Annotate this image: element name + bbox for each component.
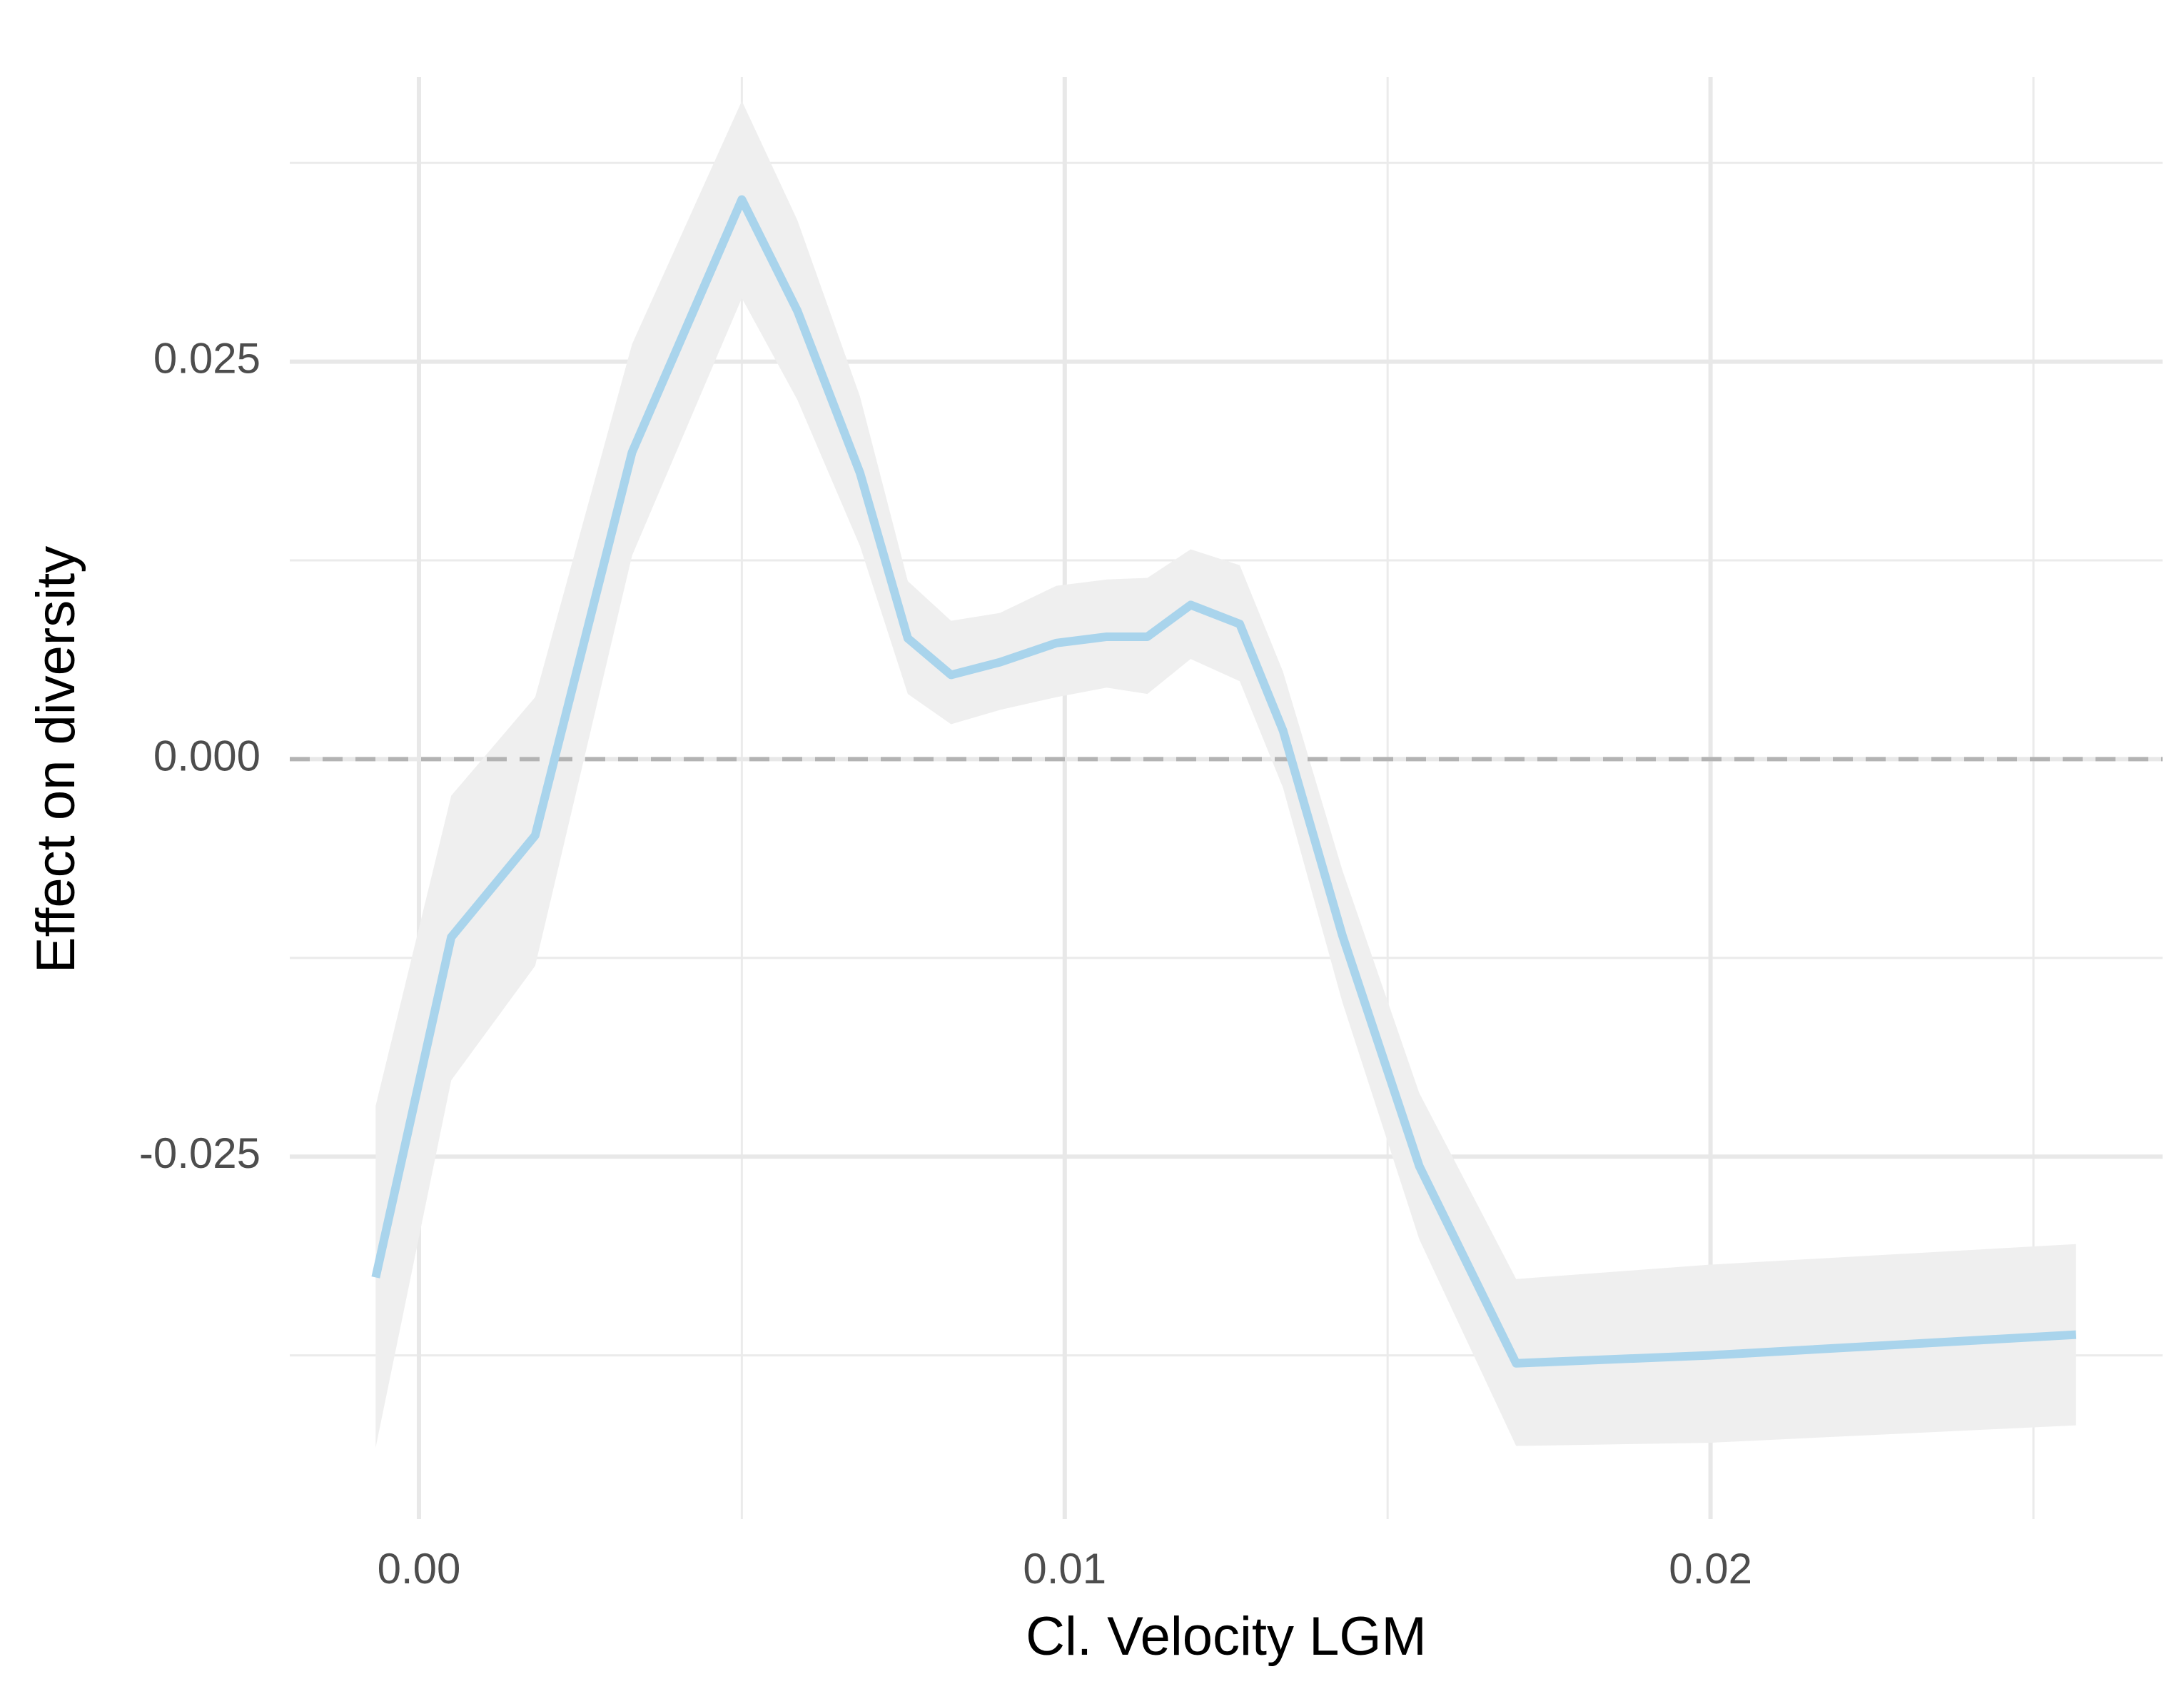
y-tick-label: 0.025 [153,334,261,382]
line [371,195,2077,1368]
x-tick-label: 0.01 [1023,1545,1106,1593]
x-axis-title: Cl. Velocity LGM [1026,1606,1427,1667]
x-tick-label: 0.02 [1669,1545,1752,1593]
y-axis-title: Effect on diversity [26,546,86,973]
x-tick-label: 0.00 [378,1545,461,1593]
confidence-band [375,101,2076,1448]
y-tick-label: 0.000 [153,732,261,780]
y-tick-label: -0.025 [139,1129,261,1177]
